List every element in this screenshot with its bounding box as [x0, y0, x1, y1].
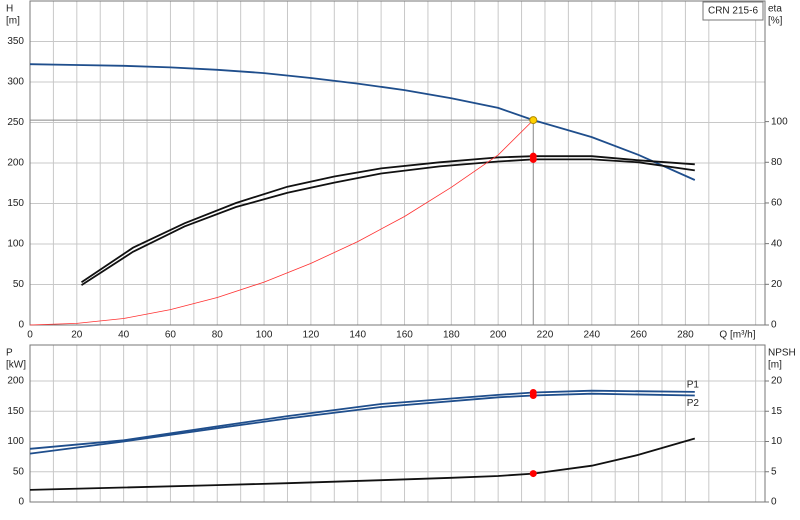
- x-tick-label: 160: [396, 330, 413, 341]
- x-tick-label: 180: [443, 330, 460, 341]
- y-axis-label: P: [6, 348, 13, 359]
- y2-tick-label: 0: [771, 320, 777, 331]
- series-label: P1: [687, 380, 700, 391]
- x-tick-label: 20: [71, 330, 83, 341]
- marker: [529, 392, 537, 400]
- x-tick-label: 120: [303, 330, 320, 341]
- y2-tick-label: 100: [771, 116, 788, 127]
- x-tick-label: 220: [537, 330, 554, 341]
- x-tick-label: 260: [630, 330, 647, 341]
- y-axis-unit: [kW]: [6, 360, 26, 371]
- plot-frame: [29, 0, 766, 326]
- y2-tick-label: 0: [771, 497, 777, 508]
- y2-axis-label: NPSH: [768, 348, 796, 359]
- y2-tick-label: 15: [771, 406, 783, 417]
- marker: [529, 155, 537, 163]
- y2-tick-label: 5: [771, 466, 777, 477]
- curve: [29, 437, 696, 491]
- y-tick-label: 250: [7, 117, 24, 128]
- x-tick-label: 40: [118, 330, 130, 341]
- y-tick-label: 100: [7, 436, 24, 447]
- y-tick-label: 100: [7, 239, 24, 250]
- marker: [529, 470, 537, 478]
- y-tick-label: 200: [7, 376, 24, 387]
- plot-area: [29, 344, 766, 503]
- plot-frame: [29, 344, 766, 503]
- x-tick-label: 60: [165, 330, 177, 341]
- curve: [29, 119, 534, 326]
- chart-title: CRN 215-6: [708, 6, 758, 17]
- y2-axis-unit: [m]: [768, 360, 782, 371]
- x-axis-label: Q [m³/h]: [719, 330, 755, 341]
- y-tick-label: 350: [7, 36, 24, 47]
- y2-tick-label: 20: [771, 279, 783, 290]
- x-tick-label: 100: [256, 330, 273, 341]
- y-tick-label: 0: [18, 320, 24, 331]
- curve: [29, 389, 695, 450]
- title-box: [702, 1, 764, 21]
- x-tick-label: 280: [677, 330, 694, 341]
- y-axis-unit: [m]: [6, 16, 20, 27]
- curve: [80, 155, 695, 284]
- x-tick-label: 240: [583, 330, 600, 341]
- x-tick-label: 140: [349, 330, 366, 341]
- y-tick-label: 300: [7, 77, 24, 88]
- series-label: P2: [687, 398, 700, 409]
- y2-axis-unit: [%]: [768, 16, 783, 27]
- curve: [29, 392, 695, 455]
- y-tick-label: 0: [18, 497, 24, 508]
- y2-tick-label: 80: [771, 157, 783, 168]
- y2-tick-label: 40: [771, 238, 783, 249]
- curve: [81, 158, 695, 286]
- y-axis-label: H: [6, 4, 13, 15]
- y-tick-label: 200: [7, 158, 24, 169]
- y-tick-label: 50: [13, 466, 25, 477]
- y2-tick-label: 10: [771, 436, 783, 447]
- y-tick-label: 50: [13, 279, 25, 290]
- x-tick-label: 200: [490, 330, 507, 341]
- x-tick-label: 80: [212, 330, 224, 341]
- y-tick-label: 150: [7, 406, 24, 417]
- marker: [529, 116, 538, 125]
- y2-tick-label: 60: [771, 198, 783, 209]
- y2-tick-label: 20: [771, 376, 783, 387]
- y2-axis-label: eta: [768, 4, 782, 15]
- y-tick-label: 150: [7, 198, 24, 209]
- x-tick-label: 0: [27, 330, 33, 341]
- curve: [29, 63, 696, 181]
